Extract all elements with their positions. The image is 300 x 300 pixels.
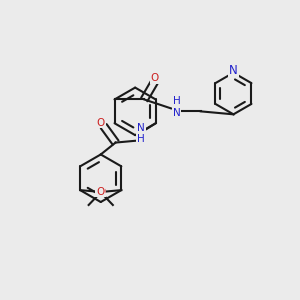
- Text: O: O: [97, 118, 105, 128]
- Text: N
H: N H: [137, 123, 145, 145]
- Text: O: O: [151, 73, 159, 83]
- Text: O: O: [96, 187, 104, 196]
- Text: O: O: [97, 187, 106, 196]
- Text: H
N: H N: [172, 96, 180, 118]
- Text: N: N: [229, 64, 238, 77]
